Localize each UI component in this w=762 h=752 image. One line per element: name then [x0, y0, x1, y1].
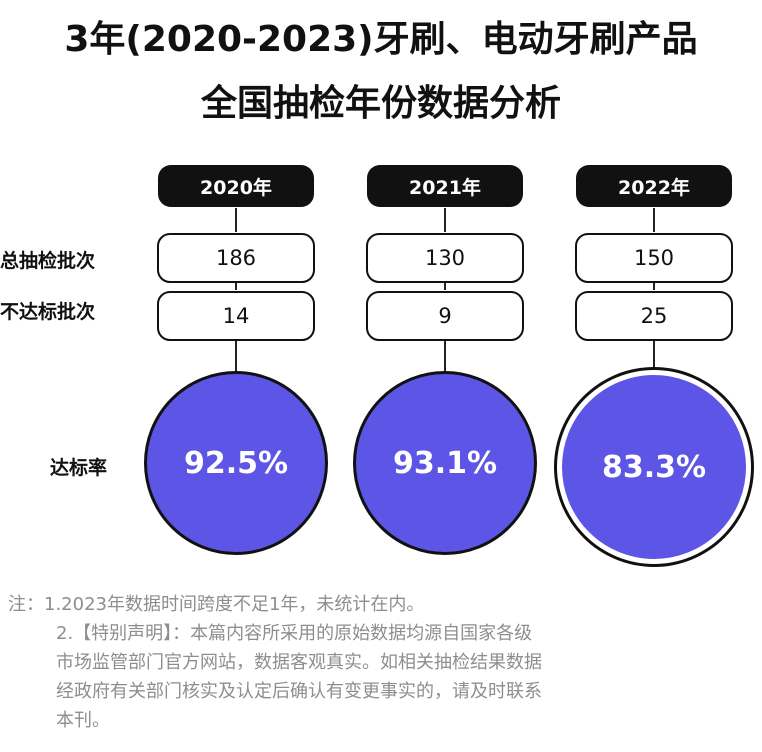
note-line-1: 注：1.2023年数据时间跨度不足1年，未统计在内。: [8, 594, 425, 615]
year-pill: 2022年: [576, 165, 732, 207]
connector-line: [235, 208, 237, 232]
total-batches-value: 150: [575, 233, 733, 283]
note-line-3: 市场监管部门官方网站，数据客观真实。如相关抽检结果数据: [56, 652, 542, 673]
failed-batches-value: 25: [575, 291, 733, 341]
total-batches-value: 186: [157, 233, 315, 283]
note-line-2: 2.【特别声明】：本篇内容所采用的原始数据均源自国家各级: [56, 623, 533, 644]
connector-line: [444, 282, 446, 290]
pass-rate-circle: 93.1%: [353, 371, 537, 555]
year-pill: 2020年: [158, 165, 314, 207]
connector-line: [653, 208, 655, 232]
year-pill: 2021年: [367, 165, 523, 207]
failed-batches-value: 14: [157, 291, 315, 341]
chart-title-line-1: 3年(2020-2023)牙刷、电动牙刷产品: [64, 19, 698, 60]
pass-rate-circle: 92.5%: [144, 371, 328, 555]
note-line-5: 本刊。: [56, 710, 110, 731]
connector-line: [444, 208, 446, 232]
row-label-failed: 不达标批次: [0, 301, 96, 323]
connector-line: [653, 282, 655, 290]
failed-batches-value: 9: [366, 291, 524, 341]
connector-line: [444, 340, 446, 376]
pass-rate-circle: 83.3%: [562, 375, 746, 559]
connector-line: [653, 340, 655, 376]
row-label-rate: 达标率: [50, 457, 108, 479]
row-label-total: 总抽检批次: [0, 250, 96, 272]
connector-line: [235, 282, 237, 290]
chart-title-line-2: 全国抽检年份数据分析: [200, 83, 561, 124]
connector-line: [235, 340, 237, 376]
note-line-4: 经政府有关部门核实及认定后确认有变更事实的，请及时联系: [56, 681, 542, 702]
total-batches-value: 130: [366, 233, 524, 283]
